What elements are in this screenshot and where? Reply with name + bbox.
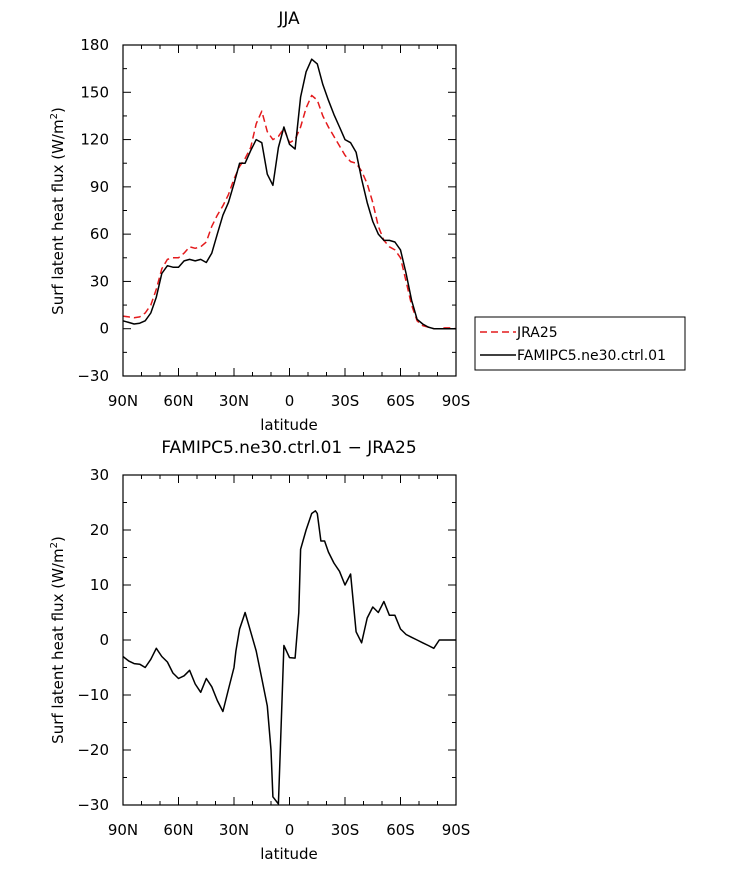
bottom-y-axis-label-main: Surf latent heat flux (W/m [49, 548, 67, 743]
bottom-x-axis-label: latitude [260, 845, 318, 863]
bottom-ytick-label: −20 [77, 741, 109, 759]
bottom-xtick-label: 60N [163, 821, 193, 839]
bottom-xtick-label: 0 [285, 821, 295, 839]
top-ytick-label: 30 [90, 272, 109, 290]
bottom-ytick-label: −10 [77, 686, 109, 704]
top-xtick-label: 60N [163, 392, 193, 410]
top-series-line-1 [122, 58, 456, 330]
top-xtick-label: 30S [331, 392, 360, 410]
top-y-axis-label-end: ) [49, 107, 67, 113]
top-ytick-label: 180 [80, 36, 109, 54]
bottom-ytick-label: 30 [90, 466, 109, 484]
bottom-ytick-label: 0 [99, 631, 109, 649]
bottom-xtick-label: 90S [442, 821, 471, 839]
top-xtick-label: 30N [219, 392, 249, 410]
bottom-panel: FAMIPC5.ne30.ctrl.01 − JRA25 −30 −20 −10 0 1… [49, 438, 470, 863]
bottom-xtick-label: 90N [108, 821, 138, 839]
bottom-xtick-label: 60S [386, 821, 415, 839]
top-series-line-0 [122, 94, 457, 330]
top-ytick-label: 0 [99, 320, 109, 338]
bottom-xtick-label: 30N [219, 821, 249, 839]
bottom-xtick-label: 30S [331, 821, 360, 839]
top-y-axis-label: Surf latent heat flux (W/m2) [49, 107, 67, 315]
bottom-ytick-label: −30 [77, 796, 109, 814]
legend-label-famipc5: FAMIPC5.ne30.ctrl.01 [517, 348, 666, 364]
bottom-ytick-label: 10 [90, 576, 109, 594]
top-xtick-label: 90S [442, 392, 471, 410]
top-ytick-label: 90 [90, 178, 109, 196]
legend-label-jra25: JRA25 [516, 325, 558, 341]
top-y-axis-label-sup: 2 [49, 113, 60, 119]
top-panel: JJA −30 0 30 60 90 120 150 180 90N 60N 30N 0 30S 60S… [49, 9, 686, 434]
bottom-y-axis-label: Surf latent heat flux (W/m2) [49, 536, 67, 744]
legend: JRA25 FAMIPC5.ne30.ctrl.01 [474, 316, 686, 371]
top-ytick-label: −30 [77, 367, 109, 385]
top-xtick-label: 0 [285, 392, 295, 410]
top-x-axis-label: latitude [260, 416, 318, 434]
bottom-chart-title: FAMIPC5.ne30.ctrl.01 − JRA25 [161, 438, 416, 458]
top-chart-title: JJA [277, 9, 300, 29]
bottom-ytick-label: 20 [90, 521, 109, 539]
bottom-y-axis-label-end: ) [49, 536, 67, 542]
top-y-axis-label-main: Surf latent heat flux (W/m [49, 119, 67, 314]
bottom-plot-frame [122, 474, 457, 806]
top-xtick-label: 60S [386, 392, 415, 410]
top-ytick-label: 120 [80, 131, 109, 149]
top-xtick-label: 90N [108, 392, 138, 410]
legend-box [474, 316, 686, 371]
bottom-series-line-0 [122, 510, 456, 805]
top-plot-frame [122, 44, 457, 377]
bottom-y-axis-label-sup: 2 [49, 542, 60, 548]
top-ytick-label: 60 [90, 225, 109, 243]
top-ytick-label: 150 [80, 83, 109, 101]
